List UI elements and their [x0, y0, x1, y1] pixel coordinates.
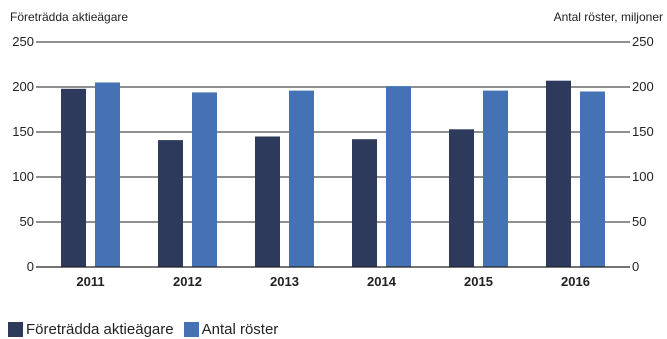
- bar-aktieagare-2012: [158, 140, 183, 267]
- bar-roster-2014: [386, 86, 411, 267]
- y-tick-label-left: 100: [12, 169, 34, 184]
- left-axis-title: Företrädda aktieägare: [10, 10, 129, 24]
- legend-swatch-series-1: [8, 322, 23, 337]
- bar-aktieagare-2016: [546, 80, 571, 267]
- bar-roster-2011: [95, 82, 120, 267]
- x-tick-label: 2013: [270, 274, 299, 289]
- y-tick-label-right: 150: [632, 124, 654, 139]
- legend-item-series-2: Antal röster: [183, 321, 279, 338]
- legend: Företrädda aktieägare Antal röster: [8, 321, 288, 338]
- x-tick-label: 2015: [464, 274, 493, 289]
- bar-roster-2015: [483, 90, 508, 267]
- y-tick-label-right: 50: [632, 214, 646, 229]
- y-tick-label-right: 0: [632, 259, 639, 274]
- y-tick-label-left: 0: [27, 259, 34, 274]
- x-tick-label: 2012: [173, 274, 202, 289]
- x-tick-label: 2016: [561, 274, 590, 289]
- legend-label-series-1: Företrädda aktieägare: [26, 321, 174, 338]
- y-tick-label-right: 100: [632, 169, 654, 184]
- x-tick-label: 2014: [367, 274, 397, 289]
- bar-chart: 0 50 100 150 200 250 0 50 100 150 200 250 2011 2012 20…: [12, 34, 654, 289]
- right-axis-title: Antal röster, miljoner: [553, 10, 663, 24]
- x-tick-label: 2011: [76, 274, 104, 289]
- bar-aktieagare-2013: [255, 136, 280, 267]
- y-tick-label-left: 250: [12, 34, 34, 49]
- legend-label-series-2: Antal röster: [201, 321, 279, 338]
- y-tick-label-right: 250: [632, 34, 654, 49]
- bar-aktieagare-2015: [449, 129, 474, 267]
- bar-aktieagare-2014: [352, 139, 377, 267]
- y-tick-label-right: 200: [632, 79, 654, 94]
- y-tick-label-left: 200: [12, 79, 34, 94]
- bar-roster-2013: [289, 90, 314, 267]
- bar-roster-2012: [192, 92, 217, 268]
- bar-aktieagare-2011: [61, 88, 86, 267]
- bar-roster-2016: [580, 91, 605, 267]
- y-tick-label-left: 150: [12, 124, 34, 139]
- y-tick-label-left: 50: [20, 214, 34, 229]
- legend-swatch-series-2: [183, 322, 199, 337]
- legend-item-series-1: Företrädda aktieägare: [8, 321, 174, 338]
